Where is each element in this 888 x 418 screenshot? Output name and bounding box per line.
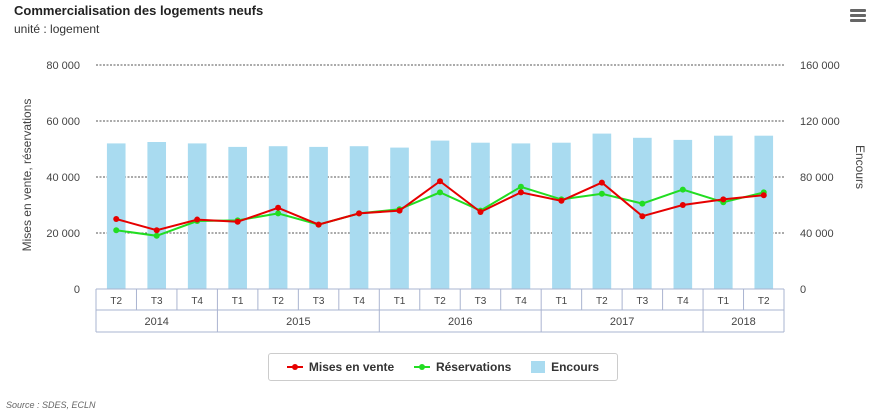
y-tick-label-right: 40 000 — [800, 228, 834, 240]
reservations-point — [517, 183, 524, 190]
encours-bar — [430, 140, 450, 289]
y-tick-label-left: 40 000 — [46, 172, 80, 184]
mises-point — [558, 197, 565, 204]
encours-bar — [592, 133, 612, 289]
year-label: 2016 — [448, 316, 472, 328]
reservations-point — [275, 210, 282, 217]
encours-bar — [754, 135, 774, 289]
chart-subtitle: unité : logement — [14, 22, 100, 36]
x-tick-label: T2 — [758, 296, 770, 307]
mises-point — [477, 209, 484, 215]
encours-bar — [349, 146, 369, 289]
x-tick-label: T3 — [313, 296, 325, 307]
encours-bar — [187, 143, 207, 289]
encours-bar — [713, 135, 733, 289]
encours-bar — [390, 147, 409, 289]
legend-label-encours: Encours — [551, 360, 600, 374]
x-tick-label: T4 — [191, 296, 203, 307]
reservations-point — [679, 186, 686, 193]
x-tick-label: T1 — [232, 296, 244, 307]
x-tick-label: T3 — [637, 296, 649, 307]
blue-box-icon — [531, 361, 546, 373]
legend-item-mises[interactable]: Mises en vente — [286, 360, 395, 374]
mises-point — [679, 202, 686, 208]
x-tick-label: T2 — [434, 296, 446, 307]
y-tick-label-right: 120 000 — [800, 116, 840, 128]
encours-bar — [147, 142, 167, 289]
mises-point — [396, 207, 403, 214]
legend-label-reservations: Réservations — [435, 360, 512, 374]
year-label: 2015 — [286, 316, 310, 328]
hamburger-menu-icon[interactable] — [850, 9, 866, 23]
encours-bar — [511, 143, 531, 289]
mises-point — [437, 178, 443, 185]
mises-point — [356, 210, 363, 217]
encours-bars — [106, 133, 774, 289]
encours-bar — [268, 146, 288, 289]
y-tick-label-left: 20 000 — [46, 228, 80, 240]
x-tick-label: T2 — [596, 296, 608, 307]
x-tick-label: T2 — [272, 296, 284, 307]
year-label: 2014 — [144, 316, 168, 328]
mises-point — [275, 204, 282, 211]
x-tick-label: T1 — [717, 296, 729, 307]
legend-item-encours[interactable]: Encours — [531, 360, 599, 374]
line-series — [113, 178, 767, 239]
y-tick-label-right: 0 — [800, 284, 806, 296]
mises-point — [315, 221, 322, 228]
x-tick-label: T4 — [677, 296, 689, 307]
encours-bar — [309, 146, 328, 289]
x-tick-label: T3 — [475, 296, 487, 307]
source-note: Source : SDES, ECLN — [6, 400, 96, 410]
year-label: 2017 — [610, 316, 634, 328]
y-tick-label-left: 0 — [74, 284, 80, 296]
mises-point — [639, 213, 646, 220]
mises-point — [113, 216, 120, 222]
year-label: 2018 — [731, 316, 755, 328]
reservations-point — [639, 200, 646, 207]
mises-point — [720, 196, 727, 203]
x-axis: T2 T3 T4 T1 T2 T3 T4 T1 T2 T3 T4 T1 T2 T3 T4 T1 T2 2014 20… — [95, 288, 785, 333]
mises-point — [517, 189, 524, 196]
encours-bar — [673, 139, 693, 289]
y-tick-label-left: 80 000 — [46, 60, 80, 72]
x-tick-label: T4 — [353, 296, 365, 307]
x-tick-label: T4 — [515, 296, 527, 307]
legend: Mises en vente Réservations Encours — [268, 353, 618, 381]
mises-point — [760, 192, 767, 199]
legend-item-reservations[interactable]: Réservations — [413, 360, 512, 374]
mises-point — [153, 227, 160, 234]
axis-labels: 0 0 20 000 40 000 40 000 80 000 60 000 120 000 8… — [20, 60, 867, 296]
reservations-point — [598, 190, 605, 197]
reservations-point — [153, 232, 160, 239]
encours-bar — [471, 142, 490, 289]
x-tick-label: T1 — [556, 296, 568, 307]
reservations-point — [113, 227, 120, 234]
red-line-icon — [286, 364, 303, 370]
y-axis-title-left: Mises en vente, réservations — [20, 99, 34, 252]
y-tick-label-right: 80 000 — [800, 172, 834, 184]
green-line-icon — [413, 364, 430, 370]
y-tick-label-left: 60 000 — [46, 116, 80, 128]
legend-label-mises: Mises en vente — [308, 360, 395, 374]
y-axis-title-right: Encours — [853, 145, 867, 189]
x-tick-label: T1 — [394, 296, 406, 307]
mises-point — [194, 216, 201, 223]
x-tick-label: T2 — [110, 296, 122, 307]
mises-point — [234, 218, 241, 225]
reservations-point — [437, 189, 443, 196]
y-tick-label-right: 160 000 — [800, 60, 840, 72]
chart-title: Commercialisation des logements neufs — [14, 3, 264, 18]
mises-point — [598, 179, 605, 186]
encours-bar — [552, 142, 571, 289]
x-tick-label: T3 — [151, 296, 163, 307]
